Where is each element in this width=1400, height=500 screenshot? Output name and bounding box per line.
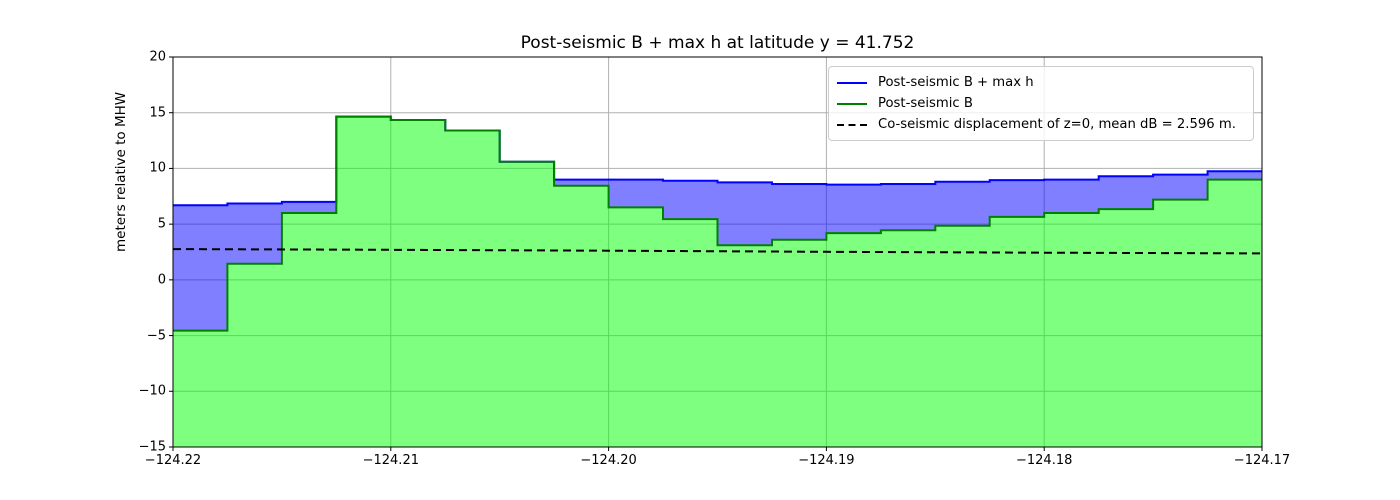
legend-item-post-seismic-b-max-h: Post-seismic B + max h [837, 72, 1245, 93]
y-tick-label: 10 [149, 160, 166, 176]
y-tick-label: −5 [146, 328, 166, 344]
y-tick-label: 20 [149, 49, 166, 65]
legend-label: Co-seismic displacement of z=0, mean dB … [878, 117, 1236, 132]
legend-item-post-seismic-b: Post-seismic B [837, 93, 1245, 114]
y-tick-label: −10 [138, 383, 166, 399]
x-tick-label: −124.17 [1233, 453, 1291, 468]
x-tick-label: −124.20 [580, 453, 637, 468]
post-seismic-b-fill [173, 116, 1262, 447]
legend: Post-seismic B + max h Post-seismic B Co… [828, 66, 1254, 141]
y-tick-label: −15 [138, 439, 166, 455]
x-tick-label: −124.21 [362, 453, 419, 468]
y-tick-label: 5 [157, 216, 166, 232]
axes-spines [172, 56, 1263, 448]
y-tick-label: 15 [149, 105, 166, 121]
x-tick-label: −124.19 [798, 453, 855, 468]
y-tick-label: 0 [157, 272, 166, 288]
legend-item-co-seismic-displacement: Co-seismic displacement of z=0, mean dB … [837, 114, 1245, 135]
x-tick-label: −124.22 [144, 453, 202, 468]
legend-line-sample-dashed [837, 123, 867, 126]
chart-title: Post-seismic B + max h at latitude y = 4… [520, 33, 915, 53]
post-seismic-b-line [173, 115, 1262, 332]
x-tick-label: −124.18 [1015, 453, 1073, 468]
legend-label: Post-seismic B [878, 96, 973, 111]
legend-line-sample-blue [837, 81, 867, 84]
legend-label: Post-seismic B + max h [878, 75, 1034, 90]
legend-line-sample-green [837, 102, 867, 105]
